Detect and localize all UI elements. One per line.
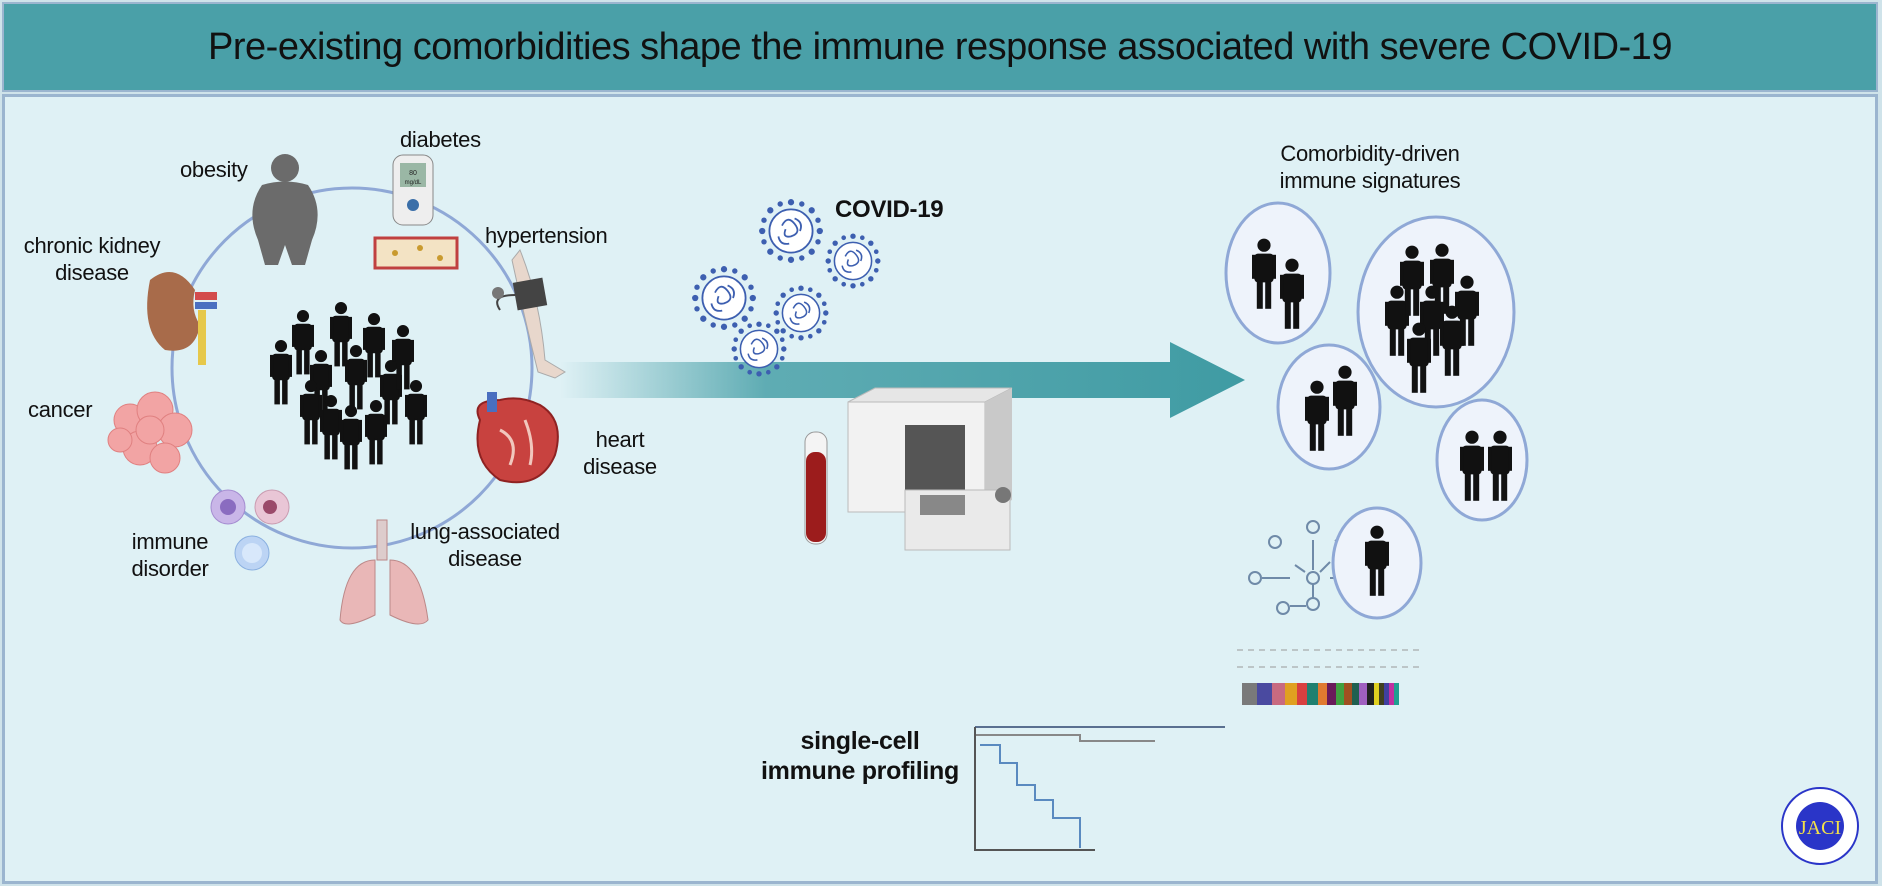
label-obesity: obesity xyxy=(180,157,248,182)
cancer-cells-icon xyxy=(107,391,193,474)
signature-group-1 xyxy=(1224,201,1332,345)
label-diabetes: diabetes xyxy=(400,127,481,152)
page-title: Pre-existing comorbidities shape the imm… xyxy=(208,25,1672,68)
immune-cells-icon xyxy=(210,489,290,571)
signature-group-3 xyxy=(1276,343,1382,471)
jaci-logo: JACI xyxy=(1781,787,1859,865)
hypertension-arm-cuff-icon xyxy=(492,249,566,379)
lungs-icon xyxy=(339,519,429,625)
population-circle xyxy=(170,186,534,550)
title-banner: Pre-existing comorbidities shape the imm… xyxy=(2,2,1878,92)
label-heart-disease: heart disease xyxy=(583,427,657,479)
glucometer-reading: 80 xyxy=(409,170,417,177)
survival-curve-icon xyxy=(974,726,1225,851)
label-single-cell-profiling: single-cell immune profiling xyxy=(761,727,959,785)
diabetes-glucometer-icon xyxy=(373,154,459,270)
label-immune-signatures: Comorbidity-driven immune signatures xyxy=(1279,141,1461,193)
obesity-icon xyxy=(252,154,318,265)
progression-arrow xyxy=(560,342,1245,418)
glucometer-unit: mg/dL xyxy=(405,180,422,186)
virus-particles-icon xyxy=(691,198,882,378)
single-cell-instrument-icon xyxy=(847,387,1013,551)
logo-text: JACI xyxy=(1799,817,1841,839)
manhattan-plot-icon xyxy=(1237,649,1422,705)
label-lung-disease: lung-associated disease xyxy=(410,519,560,571)
population-crowd-icon xyxy=(270,302,427,470)
label-covid-19: COVID-19 xyxy=(835,196,944,223)
blood-tube-icon xyxy=(804,431,828,545)
kidney-icon xyxy=(147,272,217,365)
label-cancer: cancer xyxy=(28,397,93,422)
label-immune-disorder: immune disorder xyxy=(131,529,209,581)
label-chronic-kidney-disease: chronic kidney disease xyxy=(23,233,161,285)
label-hypertension: hypertension xyxy=(485,223,608,248)
heart-icon xyxy=(476,392,559,484)
